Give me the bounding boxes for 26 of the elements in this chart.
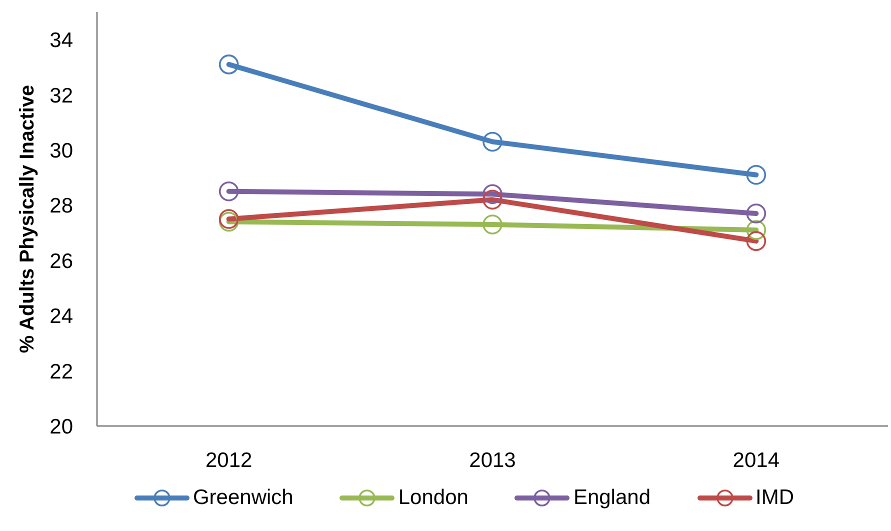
point <box>746 231 766 251</box>
point <box>482 214 502 234</box>
y-tick-label: 30 <box>50 139 73 162</box>
point <box>218 54 239 74</box>
y-tick-label: 26 <box>50 250 73 273</box>
y-tick-label: 20 <box>50 415 73 438</box>
y-axis-title: % Adults Physically Inactive <box>16 84 38 354</box>
x-tick-label: 2013 <box>469 448 516 472</box>
point <box>746 204 766 224</box>
y-tick-label: 32 <box>50 84 73 108</box>
y-tick-label: 34 <box>50 29 74 52</box>
point <box>746 220 766 240</box>
legend-label: IMD <box>756 486 794 510</box>
y-tick-label: 22 <box>50 360 73 384</box>
point <box>482 190 502 210</box>
legend-label: England <box>573 486 651 510</box>
legend-label: London <box>398 486 468 510</box>
y-tick-label: 28 <box>50 194 73 218</box>
point <box>746 164 766 185</box>
point <box>218 182 239 202</box>
x-tick-label: 2012 <box>205 448 252 472</box>
y-tick-label: 24 <box>50 305 74 328</box>
point <box>482 184 502 204</box>
x-tick-label: 2014 <box>732 448 780 472</box>
legend-label: Greenwich <box>192 486 294 510</box>
point <box>482 132 502 152</box>
